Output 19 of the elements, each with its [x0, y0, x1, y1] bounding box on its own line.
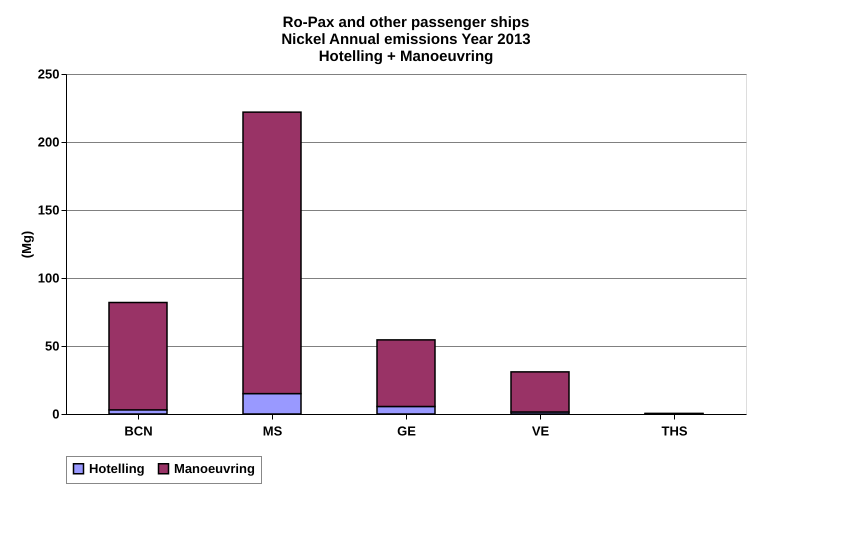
- legend-label: Hotelling: [89, 460, 145, 476]
- legend-label: Manoeuvring: [174, 460, 255, 476]
- x-tick-label: MS: [262, 424, 283, 438]
- bar: [510, 371, 570, 413]
- x-tick-label: BCN: [124, 424, 153, 438]
- text: Ro-Pax and other passenger ships: [282, 14, 530, 31]
- y-tick-label: 0: [52, 406, 60, 422]
- y-tick-label: 250: [38, 66, 60, 82]
- y-tick-label: 100: [38, 270, 60, 286]
- y-tick-label: 50: [45, 338, 60, 354]
- bar: [108, 302, 168, 411]
- x-tick-label: GE: [397, 424, 416, 438]
- text: Nickel Annual emissions Year 2013: [281, 31, 531, 48]
- y-axis-title: (Mg): [18, 230, 34, 258]
- x-tick-label: VE: [532, 424, 550, 438]
- y-tick-label: 150: [38, 202, 60, 218]
- text: Hotelling + Manoeuvring: [318, 48, 494, 65]
- y-tick-label: 200: [38, 134, 60, 150]
- x-tick-label: THS: [662, 424, 688, 438]
